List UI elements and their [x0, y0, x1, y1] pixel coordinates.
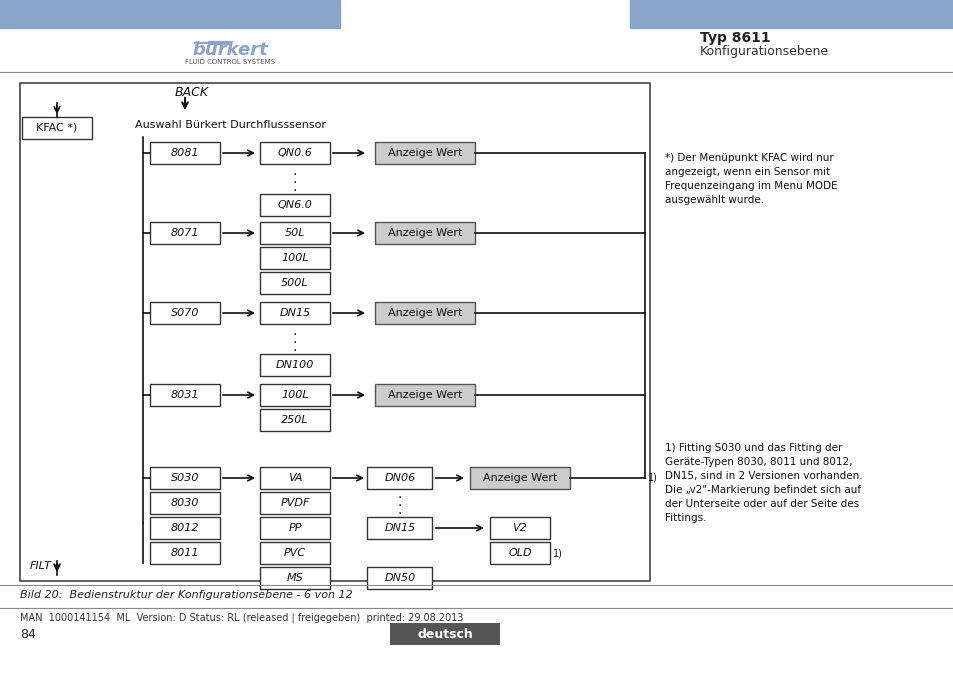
Text: 1): 1) — [647, 473, 658, 483]
Text: .: . — [397, 495, 402, 509]
Text: PP: PP — [288, 523, 301, 533]
Bar — [367, 567, 432, 589]
Bar — [375, 384, 475, 406]
Bar — [260, 302, 330, 324]
Text: QN0.6: QN0.6 — [277, 148, 313, 158]
Text: MAN  1000141154  ML  Version: D Status: RL (released | freigegeben)  printed: 29: MAN 1000141154 ML Version: D Status: RL … — [20, 612, 463, 623]
Text: DN100: DN100 — [275, 360, 314, 370]
Text: DN06: DN06 — [384, 473, 416, 483]
Bar — [150, 384, 220, 406]
Bar — [260, 467, 330, 489]
Bar — [22, 117, 91, 139]
Text: FILT: FILT — [30, 561, 51, 571]
Text: .: . — [293, 332, 297, 346]
Text: QN6.0: QN6.0 — [277, 200, 313, 210]
Text: Typ 8611: Typ 8611 — [700, 31, 770, 45]
Text: 250L: 250L — [281, 415, 309, 425]
Bar — [390, 623, 499, 645]
Text: Anzeige Wert: Anzeige Wert — [388, 228, 461, 238]
Text: 1): 1) — [553, 548, 562, 558]
Text: 8081: 8081 — [171, 148, 199, 158]
Text: BACK: BACK — [174, 87, 209, 100]
Text: Anzeige Wert: Anzeige Wert — [388, 308, 461, 318]
Bar — [260, 542, 330, 564]
Text: PVDF: PVDF — [280, 498, 310, 508]
Text: Anzeige Wert: Anzeige Wert — [388, 148, 461, 158]
Text: PVC: PVC — [284, 548, 306, 558]
Text: Konfigurationsebene: Konfigurationsebene — [700, 46, 828, 59]
Text: *) Der Menüpunkt KFAC wird nur
angezeigt, wenn ein Sensor mit
Frequenzeingang im: *) Der Menüpunkt KFAC wird nur angezeigt… — [664, 153, 837, 205]
Bar — [260, 354, 330, 376]
Bar — [260, 492, 330, 514]
Bar — [260, 567, 330, 589]
Bar — [150, 222, 220, 244]
Bar — [260, 409, 330, 431]
Text: 100L: 100L — [281, 390, 309, 400]
Text: 500L: 500L — [281, 278, 309, 288]
Bar — [150, 542, 220, 564]
Text: bürkert: bürkert — [192, 41, 268, 59]
Bar — [150, 517, 220, 539]
Text: Anzeige Wert: Anzeige Wert — [482, 473, 557, 483]
Bar — [260, 222, 330, 244]
Text: .: . — [397, 487, 402, 501]
Bar — [260, 384, 330, 406]
Text: KFAC *): KFAC *) — [36, 123, 77, 133]
Bar — [150, 492, 220, 514]
Bar — [470, 467, 569, 489]
Text: DN50: DN50 — [384, 573, 416, 583]
Text: 100L: 100L — [281, 253, 309, 263]
Bar — [260, 517, 330, 539]
Bar — [375, 222, 475, 244]
Text: .: . — [293, 172, 297, 186]
Bar — [150, 467, 220, 489]
Bar — [150, 142, 220, 164]
Bar — [375, 142, 475, 164]
Text: DN15: DN15 — [384, 523, 416, 533]
Bar — [367, 517, 432, 539]
Text: 8030: 8030 — [171, 498, 199, 508]
Text: 1) Fitting S030 und das Fitting der
Geräte-Typen 8030, 8011 und 8012,
DN15, sind: 1) Fitting S030 und das Fitting der Gerä… — [664, 443, 862, 523]
Text: OLD: OLD — [508, 548, 531, 558]
Text: V2: V2 — [512, 523, 527, 533]
Bar — [0, 0, 339, 28]
Bar — [490, 517, 550, 539]
Text: Bild 20:  Bedienstruktur der Konfigurationsebene - 6 von 12: Bild 20: Bedienstruktur der Konfiguratio… — [20, 590, 353, 600]
Bar — [20, 83, 649, 581]
Bar — [375, 302, 475, 324]
Text: .: . — [293, 180, 297, 194]
Text: deutsch: deutsch — [416, 627, 473, 641]
Text: 84: 84 — [20, 629, 36, 641]
Text: DN15: DN15 — [279, 308, 311, 318]
Text: .: . — [293, 340, 297, 354]
Text: Anzeige Wert: Anzeige Wert — [388, 390, 461, 400]
Bar — [629, 0, 953, 28]
Bar — [150, 302, 220, 324]
Bar — [367, 467, 432, 489]
Text: .: . — [397, 503, 402, 517]
Text: 8012: 8012 — [171, 523, 199, 533]
Text: VA: VA — [288, 473, 302, 483]
Text: S030: S030 — [171, 473, 199, 483]
Text: 8071: 8071 — [171, 228, 199, 238]
Text: FLUID CONTROL SYSTEMS: FLUID CONTROL SYSTEMS — [185, 59, 274, 65]
Text: 50L: 50L — [284, 228, 305, 238]
Text: S070: S070 — [171, 308, 199, 318]
Bar — [260, 247, 330, 269]
Text: .: . — [293, 324, 297, 338]
Bar — [260, 194, 330, 216]
Text: 8031: 8031 — [171, 390, 199, 400]
Text: MS: MS — [286, 573, 303, 583]
Bar — [260, 272, 330, 294]
Text: 8011: 8011 — [171, 548, 199, 558]
Bar — [490, 542, 550, 564]
Text: .: . — [293, 164, 297, 178]
Bar — [260, 142, 330, 164]
Text: Auswahl Bürkert Durchflusssensor: Auswahl Bürkert Durchflusssensor — [135, 120, 326, 130]
